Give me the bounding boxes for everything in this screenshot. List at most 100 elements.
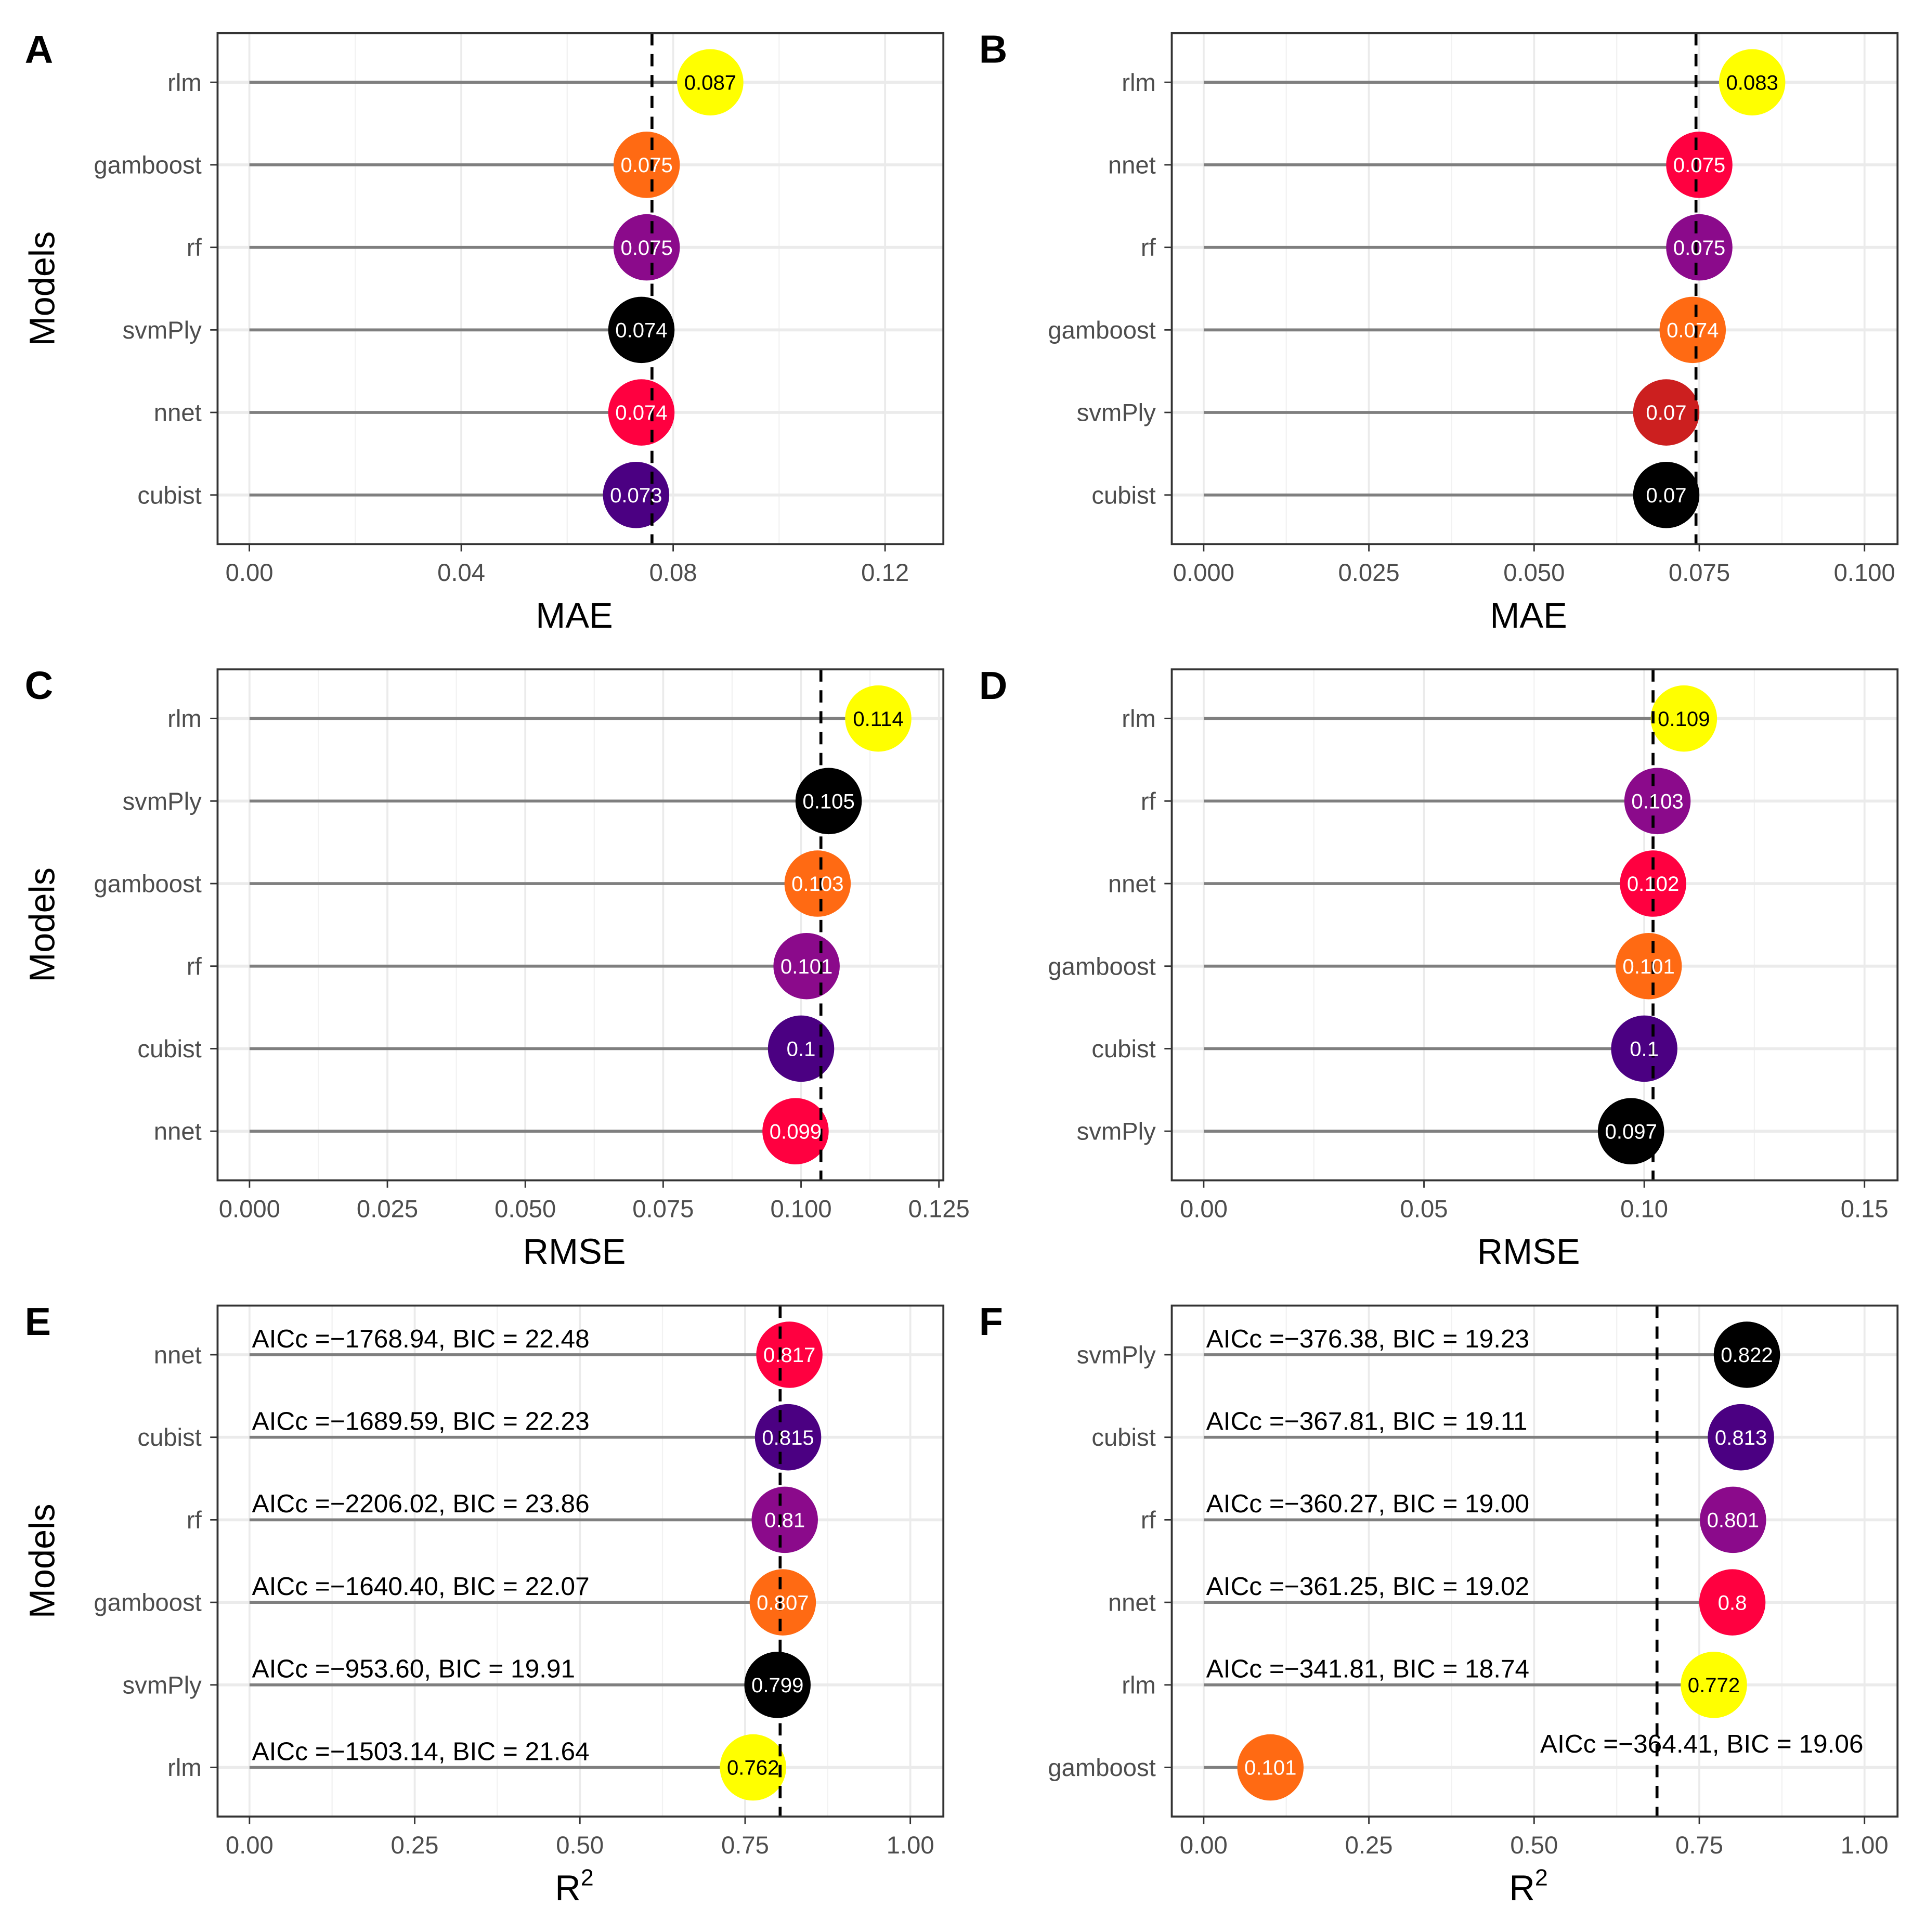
point-gamboost [749, 1569, 816, 1636]
point-nnet [762, 1098, 829, 1164]
point-svmPly [1597, 1098, 1664, 1164]
y-tick-label-rlm: rlm [1122, 705, 1156, 733]
y-tick-label-nnet: nnet [154, 1342, 202, 1369]
y-tick-label-rlm: rlm [167, 705, 202, 733]
value-label: 0.075 [620, 153, 672, 177]
aic-bic-annotation: AICc =−1503.14, BIC = 21.64 [252, 1736, 590, 1766]
x-tick-label: 1.00 [1841, 1832, 1889, 1859]
value-label: 0.813 [1715, 1426, 1767, 1449]
plot-border [216, 32, 945, 546]
value-label: 0.075 [1673, 236, 1725, 260]
y-tick-label-gamboost: gamboost [1048, 317, 1155, 344]
y-tick-label-rlm: rlm [167, 69, 202, 97]
value-label: 0.109 [1658, 707, 1710, 731]
value-label: 0.101 [780, 955, 832, 978]
point-rlm [1650, 685, 1717, 752]
aic-bic-annotation: AICc =−953.60, BIC = 19.91 [252, 1654, 576, 1683]
plot-background [217, 33, 944, 544]
y-tick-label-rlm: rlm [167, 1754, 202, 1782]
value-label: 0.8 [1718, 1591, 1747, 1614]
point-rf [1624, 768, 1691, 835]
point-cubist [1633, 462, 1700, 528]
y-tick-label-nnet: nnet [154, 399, 202, 427]
y-tick-label-cubist: cubist [137, 1424, 201, 1451]
y-tick-label-rf: rf [1141, 1507, 1156, 1534]
y-tick-label-cubist: cubist [137, 1035, 201, 1063]
x-tick-label: 0.05 [1400, 1195, 1448, 1223]
value-label: 0.075 [1673, 153, 1725, 177]
value-label: 0.81 [764, 1509, 805, 1532]
x-tick-label: 0.075 [1669, 559, 1730, 587]
x-tick-label: 0.25 [391, 1832, 439, 1859]
x-tick-label: 0.75 [1675, 1832, 1723, 1859]
y-tick-label-cubist: cubist [137, 482, 201, 509]
point-svmPly [795, 768, 862, 835]
plot-border [1170, 1304, 1899, 1818]
aic-bic-annotation: AICc =−376.38, BIC = 19.23 [1206, 1324, 1530, 1353]
y-tick-label-svmPly: svmPly [1077, 399, 1156, 427]
point-cubist [1708, 1404, 1774, 1471]
x-tick-label: 0.00 [1180, 1195, 1228, 1223]
y-tick-label-nnet: nnet [1108, 871, 1156, 898]
aic-bic-annotation: AICc =−364.41, BIC = 19.06 [1540, 1729, 1864, 1758]
aic-bic-annotation: AICc =−1689.59, BIC = 22.23 [252, 1407, 590, 1436]
y-tick-label-gamboost: gamboost [94, 871, 201, 898]
x-tick-label: 0.025 [1338, 559, 1400, 587]
x-tick-label: 0.050 [494, 1195, 556, 1223]
point-nnet [1666, 132, 1733, 198]
panel-F: 0.00 0.25 0.50 0.75 1.00 svmPly cubist rf nnet rl… [979, 1300, 1899, 1908]
x-tick-label: 1.00 [887, 1832, 934, 1859]
point-rf [1700, 1486, 1766, 1553]
point-rlm [677, 49, 744, 116]
y-tick-label-gamboost: gamboost [1048, 953, 1155, 980]
x-tick-label: 0.08 [649, 559, 697, 587]
x-axis-title-superscript: 2 [581, 1864, 594, 1890]
y-tick-label-svmPly: svmPly [123, 1671, 202, 1699]
y-tick-label-rf: rf [187, 234, 202, 262]
x-axis-title: MAE [1490, 595, 1567, 636]
y-tick-label-rf: rf [1141, 234, 1156, 262]
point-gamboost [1237, 1734, 1304, 1801]
value-label: 0.083 [1726, 71, 1778, 94]
value-label: 0.103 [791, 872, 843, 896]
x-axis-title: R2 [555, 1864, 593, 1908]
value-label: 0.807 [757, 1591, 809, 1614]
x-tick-label: 0.50 [556, 1832, 604, 1859]
x-tick-label: 0.25 [1345, 1832, 1393, 1859]
plot-border [1170, 668, 1899, 1182]
point-rlm [720, 1734, 786, 1801]
y-tick-label-nnet: nnet [1108, 151, 1156, 179]
x-tick-label: 0.050 [1503, 559, 1565, 587]
point-rf [773, 932, 840, 1000]
value-label: 0.822 [1721, 1343, 1773, 1367]
point-rf [1666, 214, 1733, 281]
y-axis-title: Models [22, 1503, 62, 1618]
point-rlm [1719, 49, 1786, 116]
value-label: 0.097 [1605, 1120, 1657, 1143]
y-tick-label-nnet: nnet [154, 1118, 202, 1146]
y-tick-label-cubist: cubist [1091, 482, 1155, 509]
value-label: 0.073 [610, 484, 662, 507]
panel-E: 0.00 0.25 0.50 0.75 1.00 nnet cubist rf gamboost… [22, 1300, 945, 1908]
point-cubist [1611, 1015, 1677, 1082]
x-tick-label: 0.50 [1510, 1832, 1558, 1859]
x-tick-label: 0.075 [632, 1195, 694, 1223]
y-axis-title: Models [22, 867, 62, 982]
y-tick-label-svmPly: svmPly [123, 788, 202, 815]
value-label: 0.817 [763, 1343, 815, 1367]
point-svmPly [744, 1652, 811, 1718]
value-label: 0.1 [1630, 1038, 1659, 1061]
aic-bic-annotation: AICc =−367.81, BIC = 19.11 [1206, 1407, 1528, 1436]
y-tick-label-cubist: cubist [1091, 1035, 1155, 1063]
y-tick-label-gamboost: gamboost [94, 1589, 201, 1617]
panel-letter: F [979, 1300, 1003, 1344]
y-tick-label-rf: rf [1141, 788, 1156, 815]
point-cubist [754, 1404, 822, 1471]
point-gamboost [613, 132, 680, 198]
value-label: 0.815 [762, 1426, 814, 1449]
value-label: 0.1 [787, 1038, 816, 1061]
x-axis-title: MAE [536, 595, 613, 636]
x-tick-label: 0.75 [721, 1832, 769, 1859]
x-axis-title: RMSE [1477, 1231, 1580, 1272]
value-label: 0.07 [1646, 484, 1686, 507]
